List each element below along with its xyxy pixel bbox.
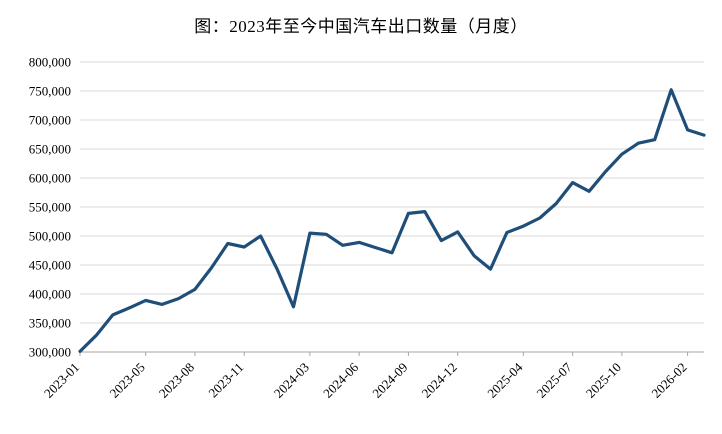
x-tick-label: 2023-11	[205, 360, 246, 401]
y-tick-label: 400,000	[29, 287, 71, 302]
x-tick-label: 2023-05	[107, 360, 148, 401]
y-tick-label: 750,000	[29, 84, 71, 99]
y-tick-label: 300,000	[29, 345, 71, 360]
x-tick-label: 2024-09	[369, 360, 410, 401]
x-tick-label: 2025-04	[484, 359, 526, 401]
y-tick-label: 800,000	[29, 55, 71, 70]
y-tick-label: 500,000	[29, 229, 71, 244]
x-tick-label: 2024-03	[271, 360, 312, 401]
x-tick-label: 2026-02	[648, 360, 689, 401]
y-tick-label: 550,000	[29, 200, 71, 215]
y-tick-label: 350,000	[29, 316, 71, 331]
x-tick-label: 2023-08	[156, 360, 197, 401]
y-tick-label: 600,000	[29, 171, 71, 186]
x-tick-label: 2023-01	[41, 360, 82, 401]
chart-title: 图：2023年至今中国汽车出口数量（月度）	[194, 17, 528, 36]
y-tick-label: 450,000	[29, 258, 71, 273]
x-tick-label: 2024-12	[419, 360, 460, 401]
y-tick-label: 700,000	[29, 113, 71, 128]
x-tick-label: 2024-06	[320, 359, 362, 401]
export-series-line	[78, 88, 706, 353]
y-tick-label: 650,000	[29, 142, 71, 157]
x-tick-label: 2025-10	[583, 360, 624, 401]
x-tick-label: 2025-07	[533, 359, 575, 401]
